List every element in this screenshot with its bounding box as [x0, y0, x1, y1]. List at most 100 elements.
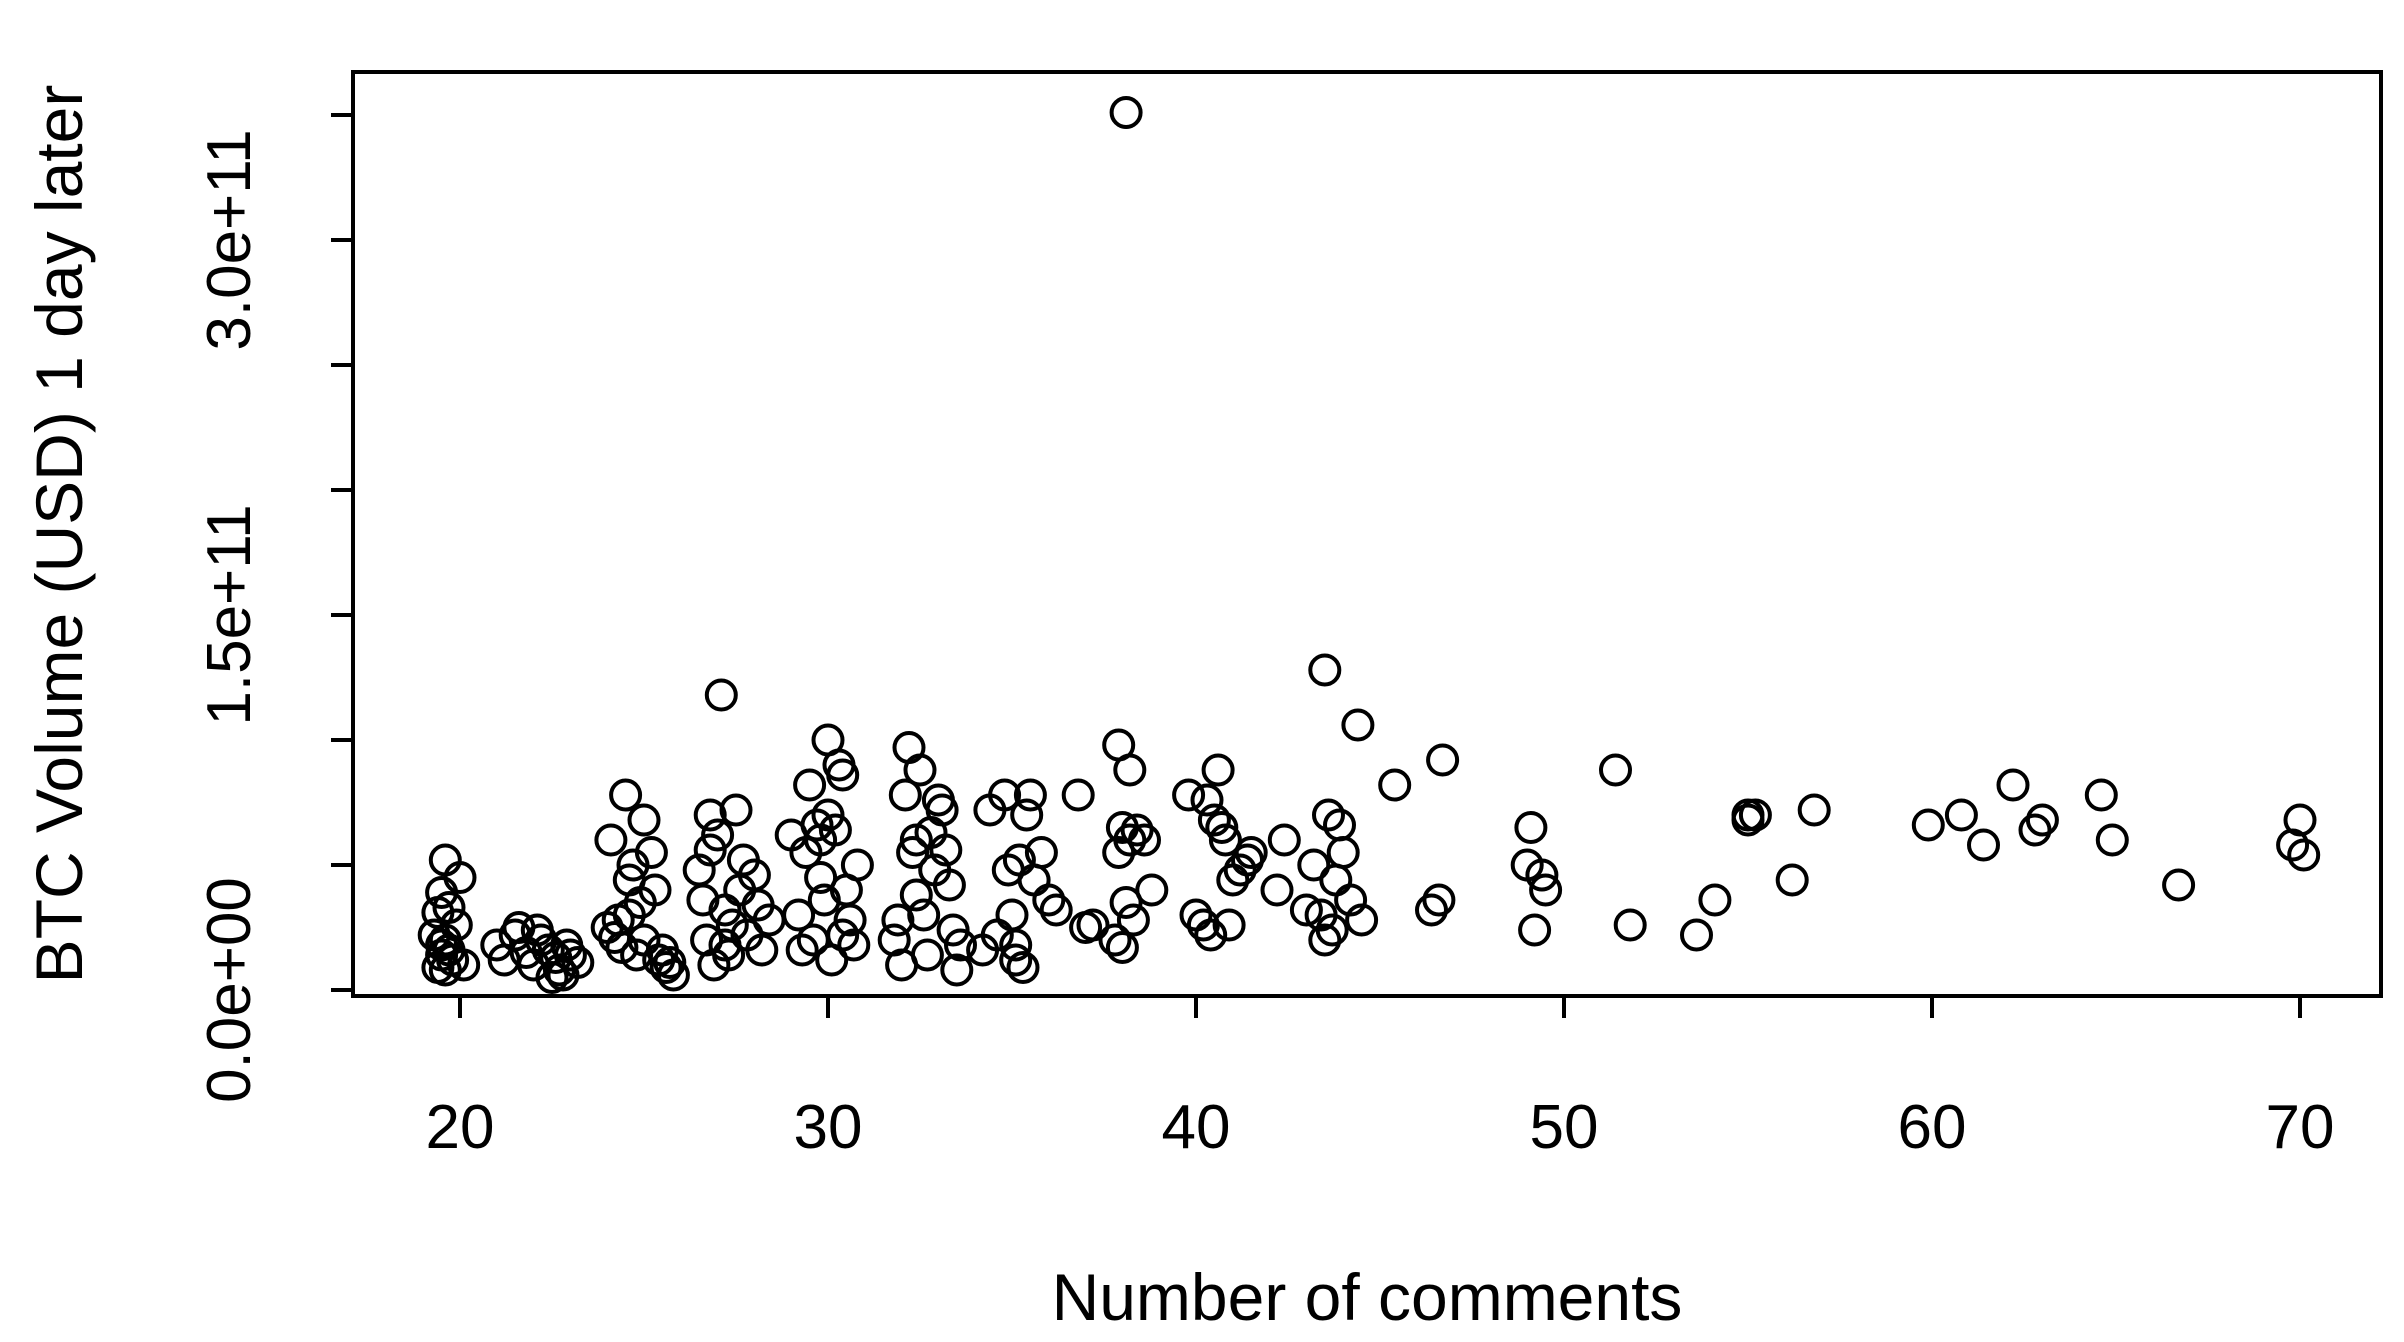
- data-points: [417, 96, 2321, 994]
- data-point: [1109, 886, 1143, 919]
- data-point: [726, 843, 760, 877]
- x-tick-label: 60: [1898, 1093, 1967, 1162]
- data-point: [804, 823, 838, 857]
- data-point: [1194, 918, 1228, 952]
- data-point: [2287, 838, 2321, 872]
- data-point: [826, 758, 860, 792]
- data-point: [1208, 823, 1242, 857]
- data-point: [837, 928, 871, 962]
- data-point: [719, 793, 753, 827]
- data-point: [1378, 768, 1412, 802]
- data-point: [1345, 903, 1379, 937]
- data-point: [1024, 836, 1058, 869]
- data-point: [1120, 813, 1154, 847]
- data-point: [708, 928, 742, 962]
- data-point: [612, 863, 646, 897]
- data-point: [553, 938, 587, 972]
- data-point: [1529, 873, 1563, 907]
- data-point: [944, 928, 977, 962]
- data-point: [1326, 836, 1360, 869]
- data-point: [1312, 798, 1345, 832]
- data-point: [1334, 883, 1368, 917]
- x-axis: 20 30 40 50 60 70: [426, 996, 2334, 1162]
- data-point: [918, 853, 952, 887]
- data-point: [833, 903, 867, 937]
- data-point: [1319, 863, 1353, 897]
- data-point: [693, 798, 727, 832]
- data-point: [649, 951, 683, 984]
- data-point: [1944, 798, 1978, 832]
- data-point: [1422, 883, 1456, 917]
- data-point: [653, 946, 687, 979]
- data-point: [428, 953, 462, 987]
- data-point: [896, 836, 930, 869]
- data-point: [1109, 96, 1143, 129]
- data-point: [432, 891, 466, 924]
- data-point: [1032, 883, 1066, 917]
- data-point: [704, 678, 738, 712]
- data-point: [1911, 808, 1945, 842]
- data-point: [1514, 811, 1548, 844]
- data-point: [443, 861, 477, 894]
- data-point: [620, 938, 654, 972]
- data-point: [2095, 823, 2129, 857]
- data-point: [561, 946, 595, 979]
- data-point: [1212, 908, 1246, 942]
- data-point: [1128, 823, 1161, 857]
- data-point: [782, 898, 816, 932]
- data-point: [988, 778, 1022, 812]
- data-point: [701, 818, 735, 852]
- data-point: [1775, 863, 1809, 897]
- data-point: [480, 928, 514, 962]
- data-point: [1186, 908, 1220, 942]
- data-point: [502, 911, 536, 944]
- data-point: [1105, 931, 1139, 964]
- data-point: [1205, 811, 1239, 844]
- data-point: [1234, 836, 1268, 869]
- data-point: [1201, 753, 1235, 787]
- data-point: [1308, 653, 1342, 687]
- data-point: [903, 753, 937, 787]
- data-point: [892, 731, 926, 764]
- y-tick-label: 3.0e+11: [195, 129, 264, 350]
- data-point: [1190, 783, 1224, 817]
- data-point: [741, 888, 775, 922]
- data-point: [520, 913, 554, 947]
- data-point: [999, 928, 1033, 962]
- y-axis: 0.0e+00 1.5e+11 3.0e+11: [195, 113, 353, 1103]
- data-point: [1061, 778, 1095, 812]
- data-point: [1967, 828, 2000, 862]
- data-point: [1738, 798, 1772, 832]
- data-point: [1216, 863, 1250, 897]
- data-point: [925, 793, 959, 827]
- data-point: [2084, 778, 2118, 812]
- data-point: [1797, 793, 1831, 827]
- data-point: [2018, 813, 2052, 847]
- x-tick-label: 40: [1162, 1093, 1231, 1162]
- data-point: [2162, 868, 2196, 902]
- data-point: [793, 768, 827, 802]
- data-point: [616, 848, 650, 882]
- data-point: [535, 961, 569, 994]
- data-point: [888, 778, 922, 812]
- data-point: [2283, 803, 2317, 837]
- x-axis-title: Number of comments: [1052, 1260, 1683, 1334]
- data-point: [995, 898, 1029, 932]
- x-tick-label: 30: [794, 1093, 863, 1162]
- data-point: [686, 883, 720, 917]
- y-axis-title: BTC Volume (USD) 1 day later: [22, 85, 96, 984]
- data-point: [826, 918, 860, 952]
- data-point: [1076, 908, 1110, 942]
- data-point: [627, 803, 661, 837]
- x-tick-label: 20: [426, 1093, 495, 1162]
- data-point: [447, 948, 481, 982]
- data-point: [1599, 753, 1632, 787]
- data-point: [807, 883, 841, 917]
- data-point: [991, 853, 1025, 887]
- data-point: [929, 833, 963, 867]
- data-point: [1172, 778, 1206, 812]
- data-point: [1308, 923, 1342, 957]
- data-point: [881, 903, 915, 937]
- data-point: [594, 823, 628, 857]
